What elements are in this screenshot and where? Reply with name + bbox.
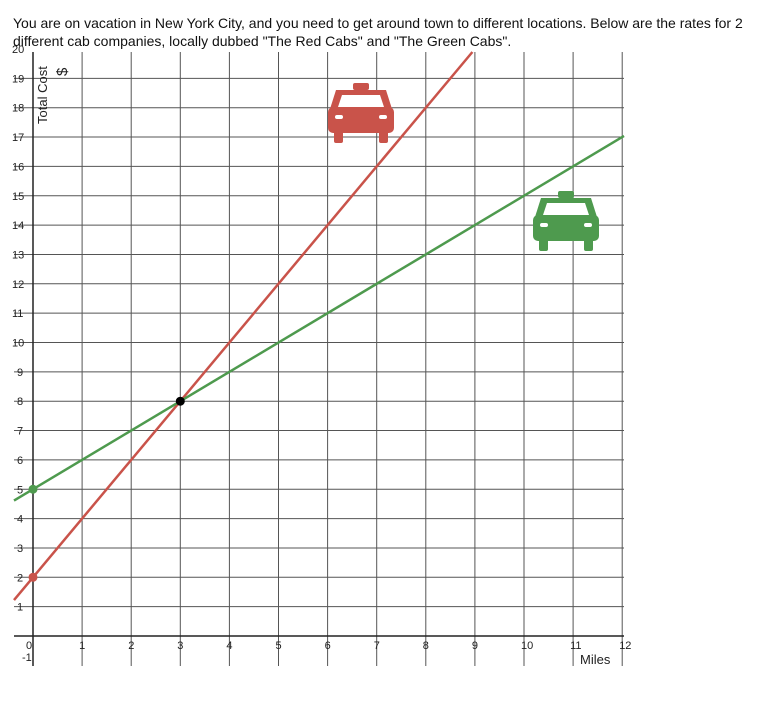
y-tick-label: 11 [12,308,23,320]
axes [14,52,624,666]
y-tick-label: 13 [12,249,24,261]
y-tick-label: 15 [12,191,24,203]
y-tick-label: 1 [17,602,23,614]
vertical-gridlines [81,52,623,666]
y-tick-label: 14 [12,220,24,232]
x-tick-label-extra: -1 [22,652,32,664]
x-tick-label: 1 [79,640,85,652]
data-point-3 [28,484,38,494]
x-tick-label: 6 [325,640,331,652]
data-point-1 [175,396,185,406]
y-axis-label: Total Cost [35,66,50,124]
series-line-2 [13,134,625,502]
y-tick-label: 20 [12,44,24,56]
y-tick-label: 5 [17,484,23,496]
y-tick-label: 16 [12,161,24,173]
y-tick-label: 4 [17,514,23,526]
x-tick-label: 5 [276,640,282,652]
y-tick-label: 17 [12,132,24,144]
x-axis-label: Miles [580,652,611,667]
x-tick-label: 0 [26,640,32,652]
x-tick-labels: 0 1 2 3 4 5 6 7 8 9 10 11 12-1 [22,640,631,664]
y-tick-label: 18 [12,103,24,115]
data-points [28,396,185,582]
green-cab-icon [533,191,599,251]
x-tick-label: 4 [226,640,232,652]
data-point-2 [28,572,38,582]
y-tick-label: 9 [17,367,23,379]
intro-text: You are on vacation in New York City, an… [13,15,743,49]
series-lines [13,51,625,601]
x-tick-label: 11 [570,640,581,652]
x-tick-label: 3 [177,640,183,652]
y-tick-label: 6 [17,455,23,467]
x-tick-label: 12 [619,640,631,652]
horizontal-gridlines [14,77,624,608]
x-tick-label: 8 [423,640,429,652]
y-axis-unit: $ [54,67,71,76]
y-tick-label: 10 [12,338,24,350]
y-tick-label: 8 [17,396,23,408]
red-cab-icon [328,83,394,143]
y-tick-label: 2 [17,572,23,584]
x-tick-label: 2 [128,640,134,652]
x-tick-label: 9 [472,640,478,652]
y-tick-label: 3 [17,543,23,555]
x-tick-label: 10 [521,640,533,652]
y-tick-label: 7 [17,426,23,438]
y-tick-label: 19 [12,73,24,85]
series-line-1 [13,51,474,601]
y-tick-label: 12 [12,279,24,291]
x-tick-label: 7 [374,640,380,652]
